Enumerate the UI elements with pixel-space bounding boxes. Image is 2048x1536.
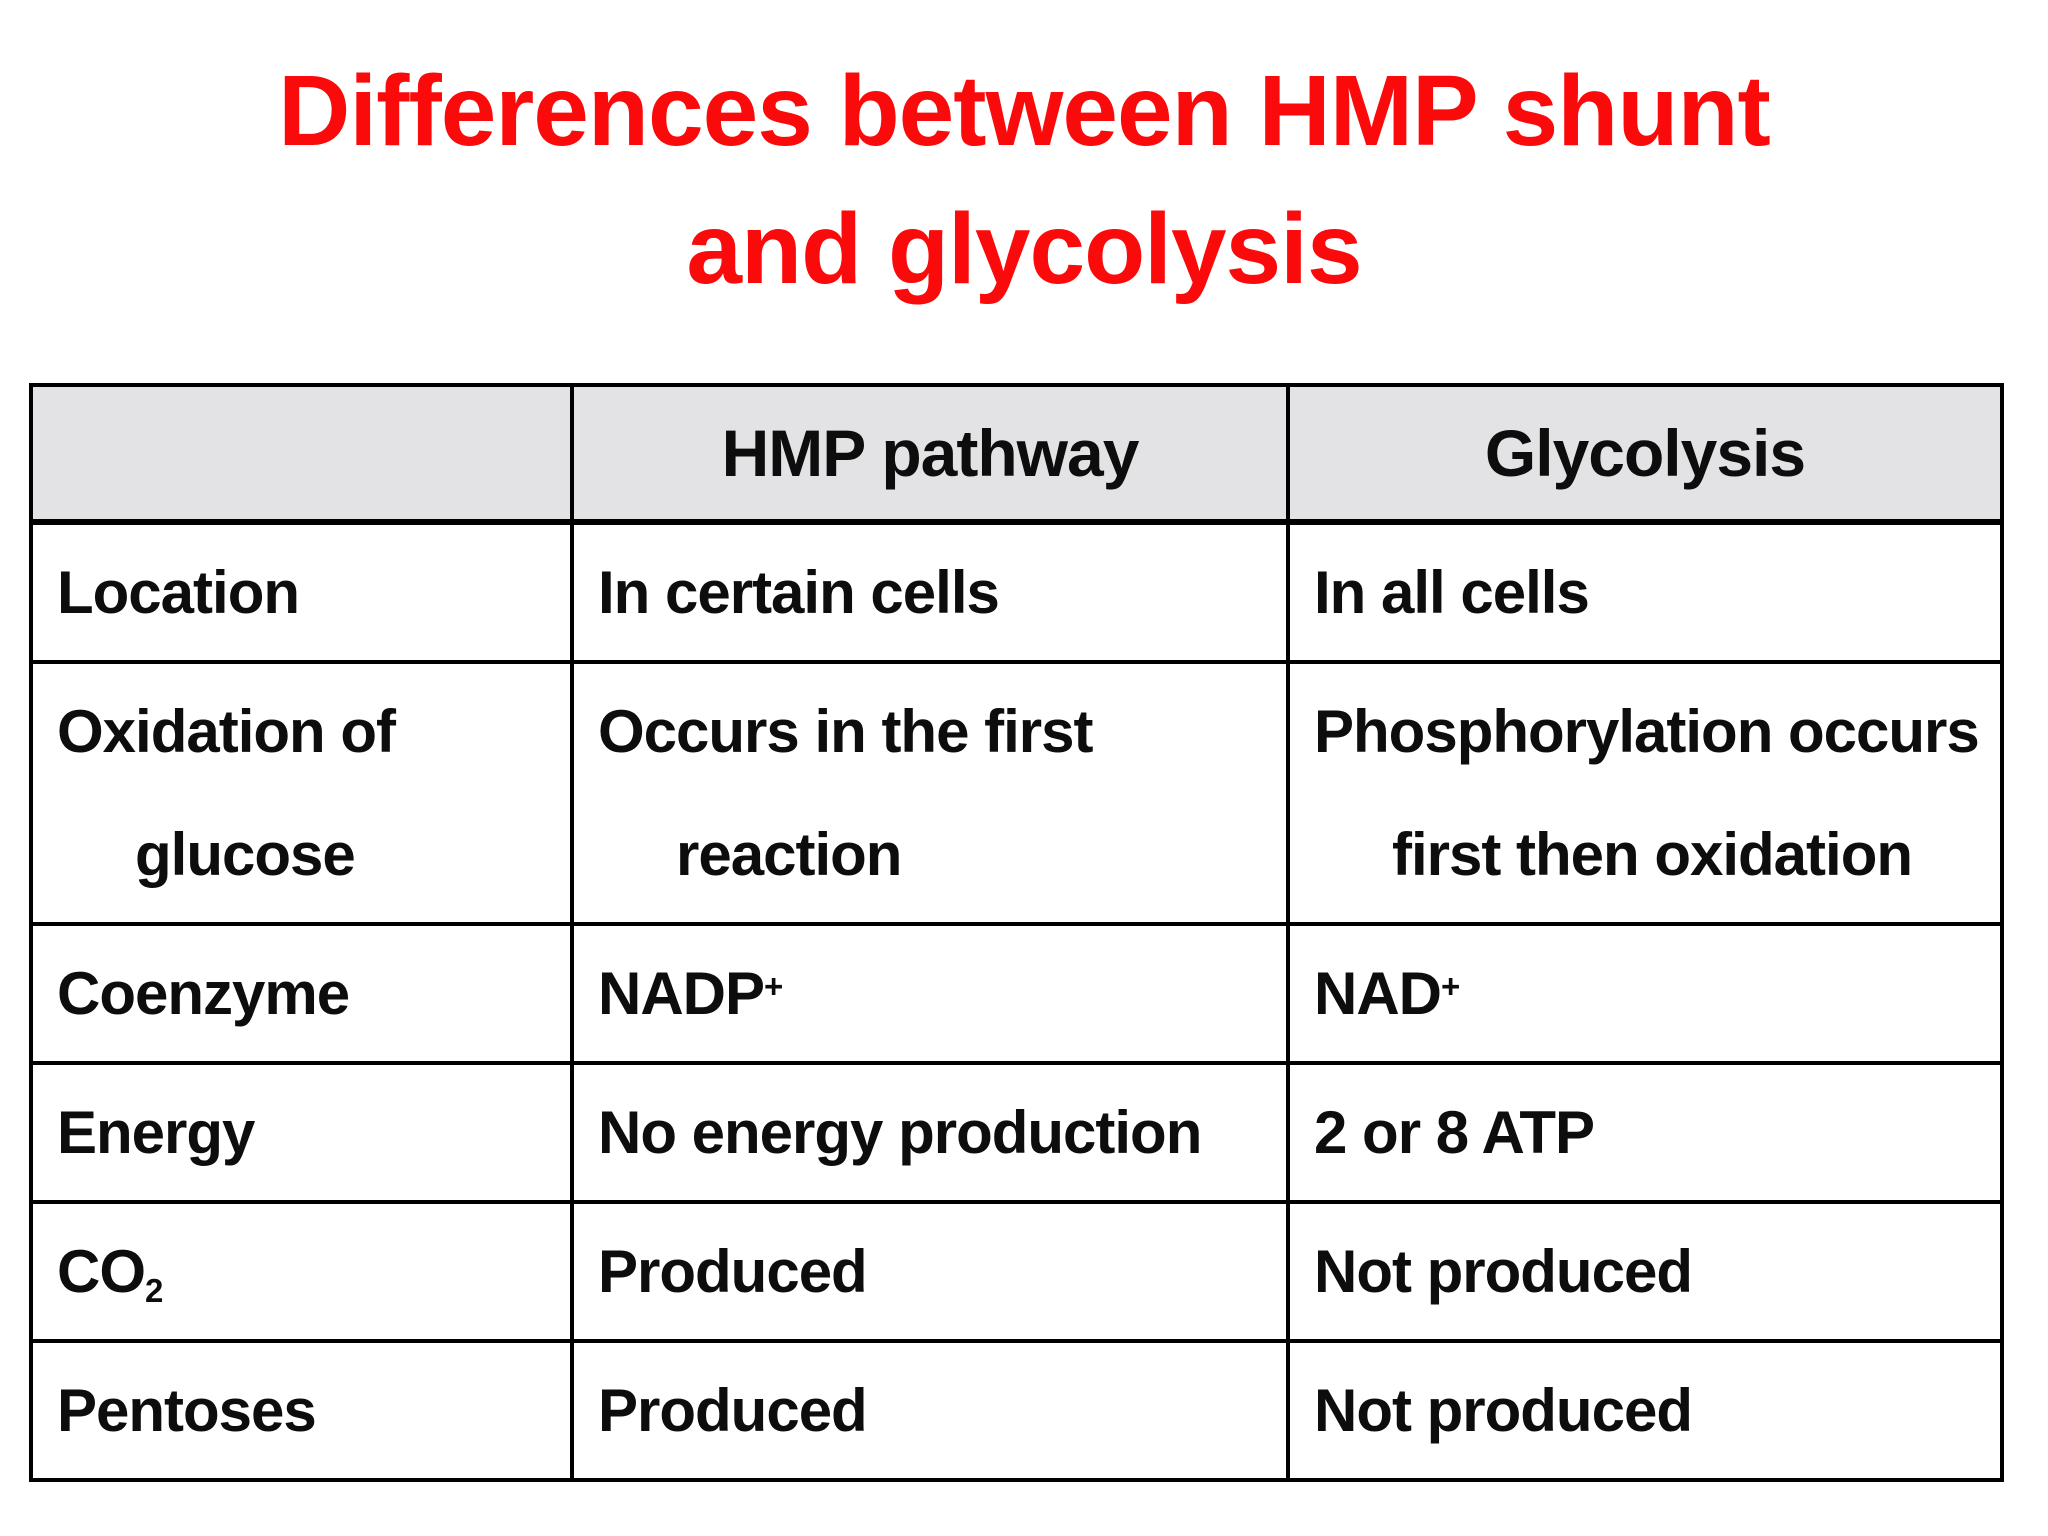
comparison-table: HMP pathway Glycolysis Location In certa… xyxy=(29,383,2004,1482)
cell-coenzyme-label: Coenzyme xyxy=(29,922,574,1065)
cell-oxidation-label: Oxidation of glucose xyxy=(29,660,574,926)
cell-coenzyme-glycolysis: NAD+ xyxy=(1286,922,2004,1065)
cell-oxidation-hmp: Occurs in the first reaction xyxy=(570,660,1290,926)
cell-location-label: Location xyxy=(29,520,574,664)
cell-co2-glycolysis: Not produced xyxy=(1286,1200,2004,1343)
column-header-hmp-pathway: HMP pathway xyxy=(570,383,1290,525)
table-row-pentoses: Pentoses Produced Not produced xyxy=(29,1339,2004,1482)
slide-title-line-1: Differences between HMP shunt xyxy=(278,55,1771,167)
table-row-oxidation-of-glucose: Oxidation of glucose Occurs in the first… xyxy=(29,660,2004,926)
cell-energy-label: Energy xyxy=(29,1061,574,1204)
nadp-text: NADP xyxy=(598,960,765,1027)
column-header-glycolysis: Glycolysis xyxy=(1286,383,2004,525)
cell-pentoses-hmp: Produced xyxy=(570,1339,1290,1482)
cell-location-glycolysis: In all cells xyxy=(1286,520,2004,664)
cell-pentoses-glycolysis: Not produced xyxy=(1286,1339,2004,1482)
co2-subscript: 2 xyxy=(145,1271,164,1309)
cell-coenzyme-hmp: NADP+ xyxy=(570,922,1290,1065)
cell-energy-hmp: No energy production xyxy=(570,1061,1290,1204)
nad-plus-superscript: + xyxy=(1441,967,1461,1005)
cell-location-hmp: In certain cells xyxy=(570,520,1290,664)
table-header-row: HMP pathway Glycolysis xyxy=(29,383,2004,525)
nad-text: NAD xyxy=(1314,960,1442,1027)
table-row-coenzyme: Coenzyme NADP+ NAD+ xyxy=(29,922,2004,1065)
slide-title: Differences between HMP shunt and glycol… xyxy=(0,42,2048,318)
column-header-empty xyxy=(29,383,574,525)
slide-title-line-2: and glycolysis xyxy=(686,193,1362,305)
nadp-plus-superscript: + xyxy=(764,967,784,1005)
cell-energy-glycolysis: 2 or 8 ATP xyxy=(1286,1061,2004,1204)
table-row-co2: CO2 Produced Not produced xyxy=(29,1200,2004,1343)
table-row-energy: Energy No energy production 2 or 8 ATP xyxy=(29,1061,2004,1204)
cell-pentoses-label: Pentoses xyxy=(29,1339,574,1482)
cell-oxidation-glycolysis: Phosphorylation occurs first then oxidat… xyxy=(1286,660,2004,926)
co2-text: CO xyxy=(57,1238,146,1305)
table-row-location: Location In certain cells In all cells xyxy=(29,520,2004,664)
cell-co2-hmp: Produced xyxy=(570,1200,1290,1343)
cell-co2-label: CO2 xyxy=(29,1200,574,1343)
